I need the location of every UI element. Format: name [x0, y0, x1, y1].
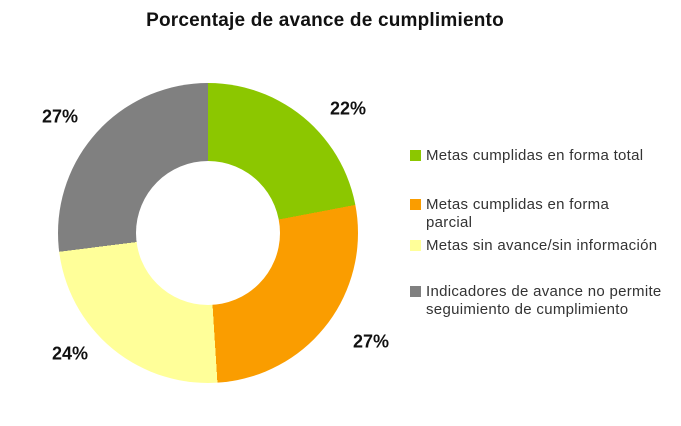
legend-item-indicadores: Indicadores de avance no permite seguimi…: [410, 283, 678, 319]
legend: Metas cumplidas en forma total Metas cum…: [410, 147, 678, 319]
slice-label-metas-cumplidas-parcial: 27%: [352, 331, 390, 352]
slice-label-metas-sin-avance: 24%: [51, 343, 89, 364]
donut-chart: [58, 83, 358, 383]
legend-label: Metas cumplidas en forma total: [426, 147, 644, 164]
legend-label: Metas cumplidas en forma parcial: [426, 196, 610, 231]
slice-label-metas-cumplidas-total: 22%: [329, 98, 367, 119]
legend-item-metas-cumplidas-total: Metas cumplidas en forma total: [410, 147, 678, 165]
legend-item-metas-sin-avance: Metas sin avance/sin información: [410, 237, 678, 255]
legend-label: Metas sin avance/sin información: [426, 237, 658, 254]
chart-title: Porcentaje de avance de cumplimiento: [146, 10, 504, 31]
legend-swatch-orange: [410, 199, 421, 210]
legend-swatch-gray: [410, 286, 421, 297]
legend-swatch-green: [410, 150, 421, 161]
legend-item-metas-cumplidas-parcial: Metas cumplidas en forma parcial: [410, 196, 678, 232]
slice-label-indicadores: 27%: [41, 106, 79, 127]
legend-label: Indicadores de avance no permite seguimi…: [426, 283, 662, 318]
donut-hole: [136, 161, 280, 305]
legend-swatch-yellow: [410, 240, 421, 251]
